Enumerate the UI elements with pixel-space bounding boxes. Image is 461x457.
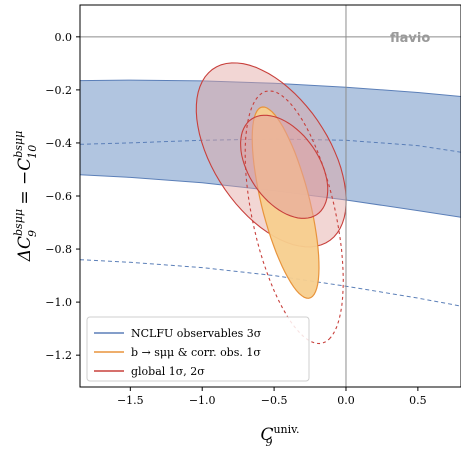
y-tick-label: 0.0 [55,31,73,44]
y-axis: 0.0 −0.2 −0.4 −0.6 −0.8 −1.0 −1.2 [45,31,80,362]
svg-text:ΔCbsμμ9 = −Cbsμμ10: ΔCbsμμ9 = −Cbsμμ10 [12,131,39,263]
y-tick-label: −0.8 [45,243,72,256]
x-tick-label: −1.5 [117,394,144,407]
bsmumu-2sigma-contour [244,90,344,345]
y-tick-label: −0.6 [45,190,72,203]
y-tick-label: −0.2 [45,84,72,97]
nclfu-band-upper-edge [80,79,461,97]
global-1sigma-contour [240,114,329,219]
x-axis: −1.5 −1.0 −0.5 0.0 0.5 [117,387,427,407]
x-tick-label: −1.0 [189,394,216,407]
legend-label-bsmumu: b → sμμ & corr. obs. 1σ [131,346,261,359]
y-tick-label: −0.4 [45,137,72,150]
legend: NCLFU observables 3σ b → sμμ & corr. obs… [86,316,310,382]
x-tick-label: 0.5 [409,394,427,407]
y-tick-label: −1.2 [45,349,72,362]
y-tick-label: −1.0 [45,296,72,309]
legend-box [86,316,310,382]
x-tick-label: 0.0 [337,394,355,407]
nclfu-2-upper-dashed [80,138,461,153]
x-tick-label: −0.5 [261,394,288,407]
y-axis-label: ΔCbsμμ9 = −Cbsμμ10 [12,131,39,263]
legend-label-global: global 1σ, 2σ [131,365,205,378]
x-axis-label: Cuniv. 9 [260,423,299,449]
watermark-text: flavio [390,31,430,46]
nclfu-2-lower-dashed [80,259,461,307]
legend-label-nclfu: NCLFU observables 3σ [131,327,262,340]
